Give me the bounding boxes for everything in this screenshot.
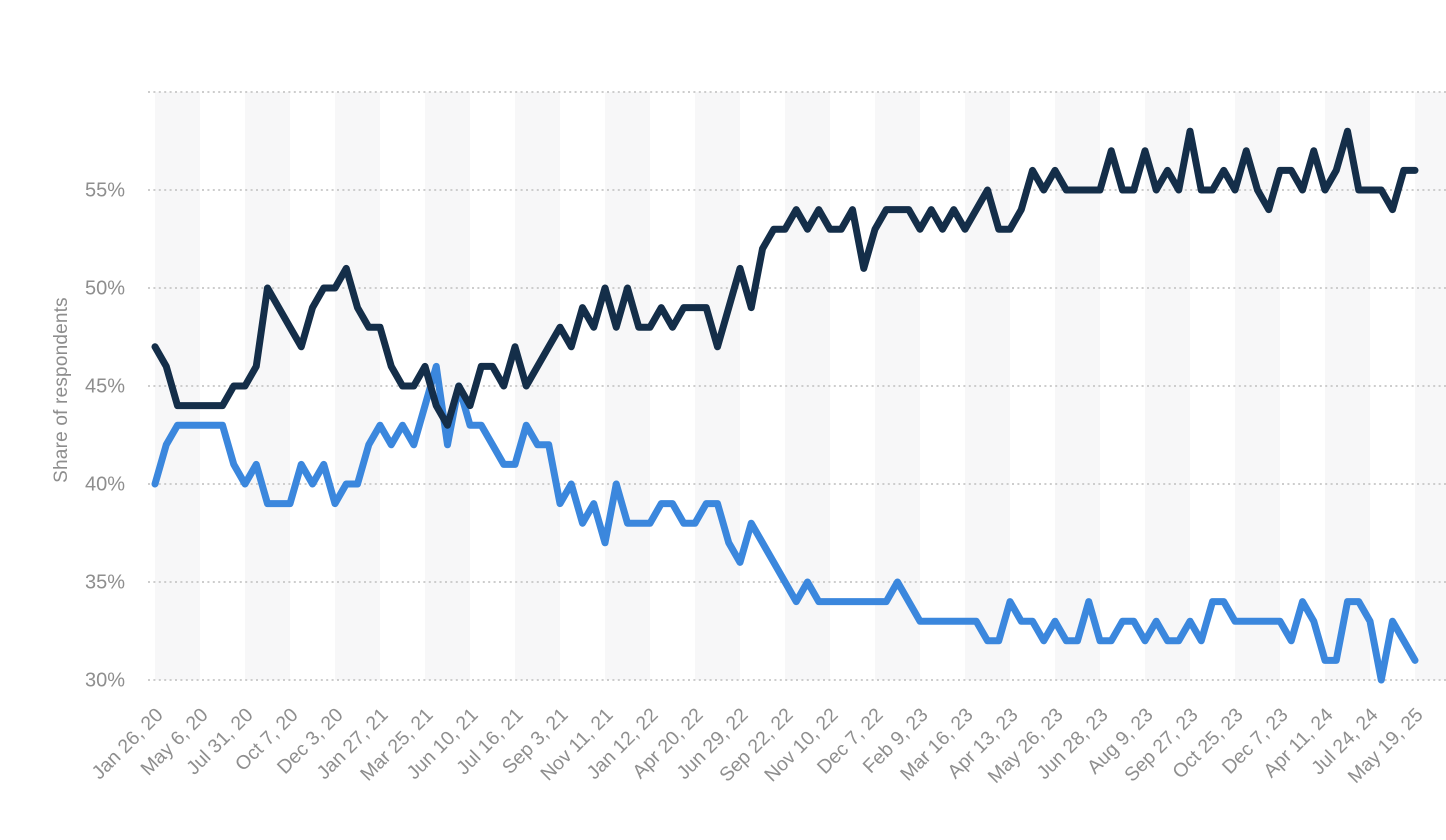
dark-navy-series-line[interactable] (151, 127, 1419, 429)
y-axis-title: Share of respondents (51, 297, 72, 483)
y-axis-tick-labels: 55% 50% 45% 40% 35% 30% (85, 180, 125, 692)
y-axis-tick-label: 45% (85, 376, 125, 398)
plot-band (695, 92, 740, 680)
gridlines (148, 91, 1446, 681)
y-axis-tick-label: 35% (85, 572, 125, 594)
plot-band (605, 92, 650, 680)
y-axis-tick-label: 30% (85, 670, 125, 692)
plot-band (1415, 92, 1446, 680)
y-axis-tick-label: 40% (85, 474, 125, 496)
plot-band (335, 92, 380, 680)
plot-band (875, 92, 920, 680)
plot-band (155, 92, 200, 680)
y-axis-tick-label: 55% (85, 180, 125, 202)
plot-band (965, 92, 1010, 680)
blue-series-line[interactable] (151, 362, 1419, 684)
y-axis-tick-label: 50% (85, 278, 125, 300)
series-lines (151, 127, 1419, 684)
